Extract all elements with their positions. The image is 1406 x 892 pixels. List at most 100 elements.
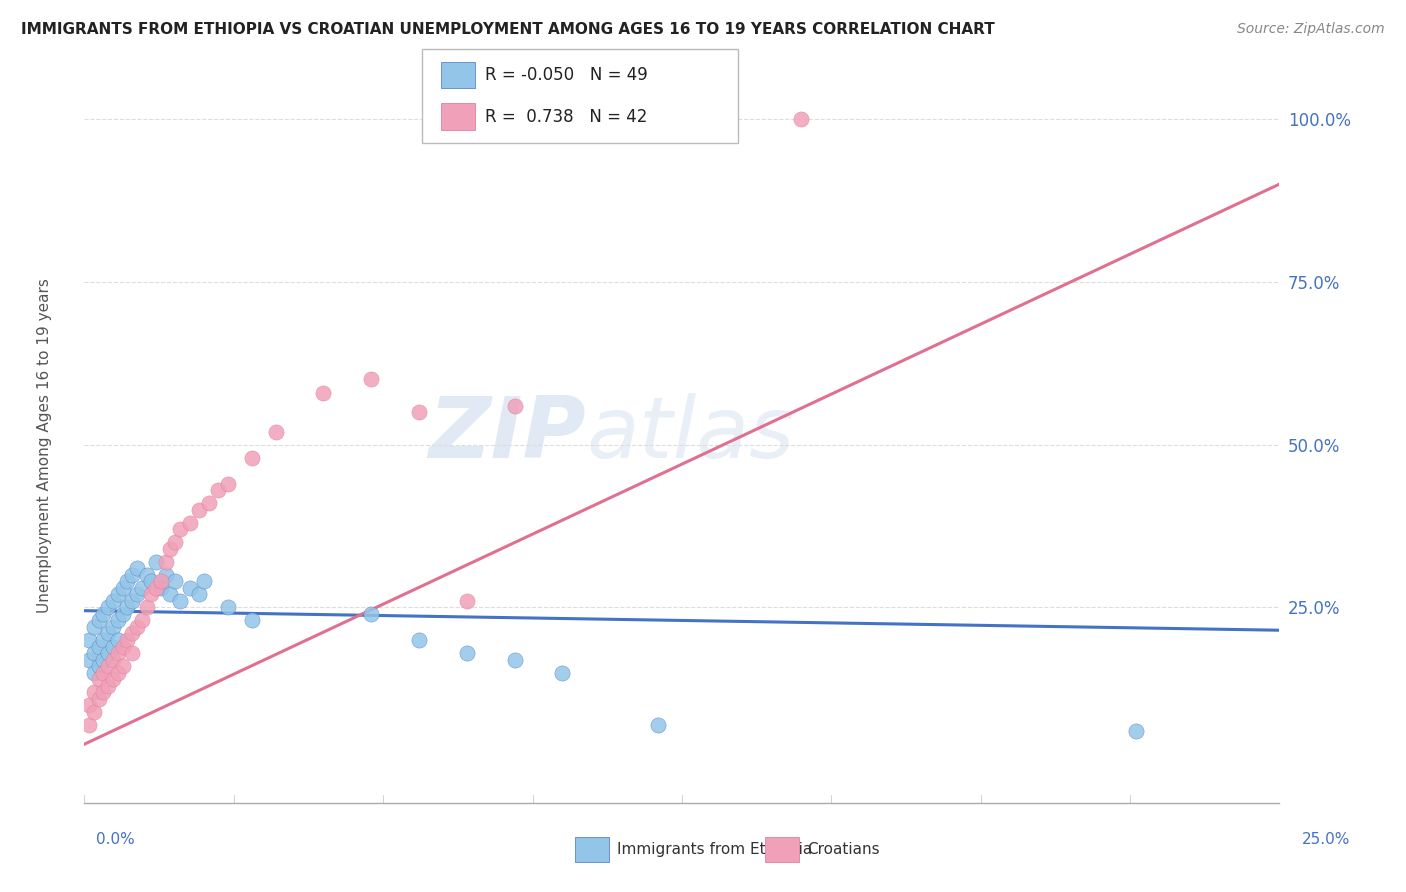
Point	[87, 672, 110, 686]
Point	[77, 652, 100, 666]
Point	[165, 574, 187, 589]
Text: ZIP: ZIP	[429, 393, 586, 476]
Text: Source: ZipAtlas.com: Source: ZipAtlas.com	[1237, 22, 1385, 37]
Point	[87, 691, 110, 706]
Point	[264, 425, 287, 439]
Point	[145, 555, 167, 569]
Point	[87, 640, 110, 654]
Point	[135, 600, 157, 615]
Point	[107, 646, 129, 660]
Point	[87, 659, 110, 673]
Text: 0.0%: 0.0%	[96, 832, 135, 847]
Point	[141, 574, 163, 589]
Point	[141, 587, 163, 601]
Point	[1125, 724, 1147, 739]
Point	[87, 614, 110, 628]
Text: Immigrants from Ethiopia: Immigrants from Ethiopia	[617, 842, 813, 856]
Point	[121, 646, 143, 660]
Point	[77, 698, 100, 712]
Point	[131, 581, 153, 595]
Point	[159, 541, 181, 556]
Point	[155, 555, 177, 569]
Point	[93, 632, 115, 647]
Point	[107, 587, 129, 601]
Point	[149, 574, 172, 589]
Point	[93, 607, 115, 621]
Point	[97, 646, 120, 660]
Text: atlas: atlas	[586, 393, 794, 476]
Point	[83, 646, 105, 660]
Text: R = -0.050   N = 49: R = -0.050 N = 49	[485, 66, 648, 84]
Text: IMMIGRANTS FROM ETHIOPIA VS CROATIAN UNEMPLOYMENT AMONG AGES 16 TO 19 YEARS CORR: IMMIGRANTS FROM ETHIOPIA VS CROATIAN UNE…	[21, 22, 995, 37]
Point	[408, 405, 430, 419]
Point	[107, 665, 129, 680]
Point	[107, 632, 129, 647]
Point	[101, 652, 124, 666]
Point	[131, 614, 153, 628]
Point	[188, 502, 211, 516]
Text: 25.0%: 25.0%	[1302, 832, 1350, 847]
Point	[97, 659, 120, 673]
Point	[111, 581, 134, 595]
Point	[121, 567, 143, 582]
Point	[117, 574, 139, 589]
Point	[83, 685, 105, 699]
Point	[117, 632, 139, 647]
Point	[240, 614, 263, 628]
Point	[169, 522, 191, 536]
Point	[83, 705, 105, 719]
Point	[149, 581, 172, 595]
Point	[125, 561, 148, 575]
Text: Croatians: Croatians	[807, 842, 880, 856]
Point	[790, 112, 813, 126]
Point	[188, 587, 211, 601]
Point	[93, 652, 115, 666]
Point	[93, 685, 115, 699]
Point	[179, 516, 201, 530]
Point	[240, 450, 263, 465]
Point	[97, 600, 120, 615]
Point	[159, 587, 181, 601]
Point	[360, 607, 382, 621]
Point	[121, 594, 143, 608]
Point	[179, 581, 201, 595]
Point	[125, 587, 148, 601]
Point	[77, 632, 100, 647]
Point	[360, 372, 382, 386]
Point	[121, 626, 143, 640]
Point	[117, 600, 139, 615]
Point	[111, 607, 134, 621]
Point	[83, 620, 105, 634]
Point	[135, 567, 157, 582]
Point	[155, 567, 177, 582]
Point	[111, 640, 134, 654]
Point	[193, 574, 215, 589]
Point	[165, 535, 187, 549]
Point	[107, 614, 129, 628]
Point	[83, 665, 105, 680]
Point	[503, 652, 526, 666]
Point	[97, 679, 120, 693]
Point	[312, 385, 335, 400]
Point	[101, 672, 124, 686]
Point	[503, 399, 526, 413]
Point	[101, 640, 124, 654]
Point	[456, 594, 478, 608]
Point	[456, 646, 478, 660]
Point	[169, 594, 191, 608]
Point	[551, 665, 574, 680]
Point	[647, 717, 669, 731]
Point	[207, 483, 229, 498]
Point	[97, 626, 120, 640]
Point	[77, 717, 100, 731]
Text: R =  0.738   N = 42: R = 0.738 N = 42	[485, 108, 647, 126]
Text: Unemployment Among Ages 16 to 19 years: Unemployment Among Ages 16 to 19 years	[38, 278, 52, 614]
Point	[217, 600, 239, 615]
Point	[408, 632, 430, 647]
Point	[101, 620, 124, 634]
Point	[145, 581, 167, 595]
Point	[217, 476, 239, 491]
Point	[93, 665, 115, 680]
Point	[111, 659, 134, 673]
Point	[197, 496, 219, 510]
